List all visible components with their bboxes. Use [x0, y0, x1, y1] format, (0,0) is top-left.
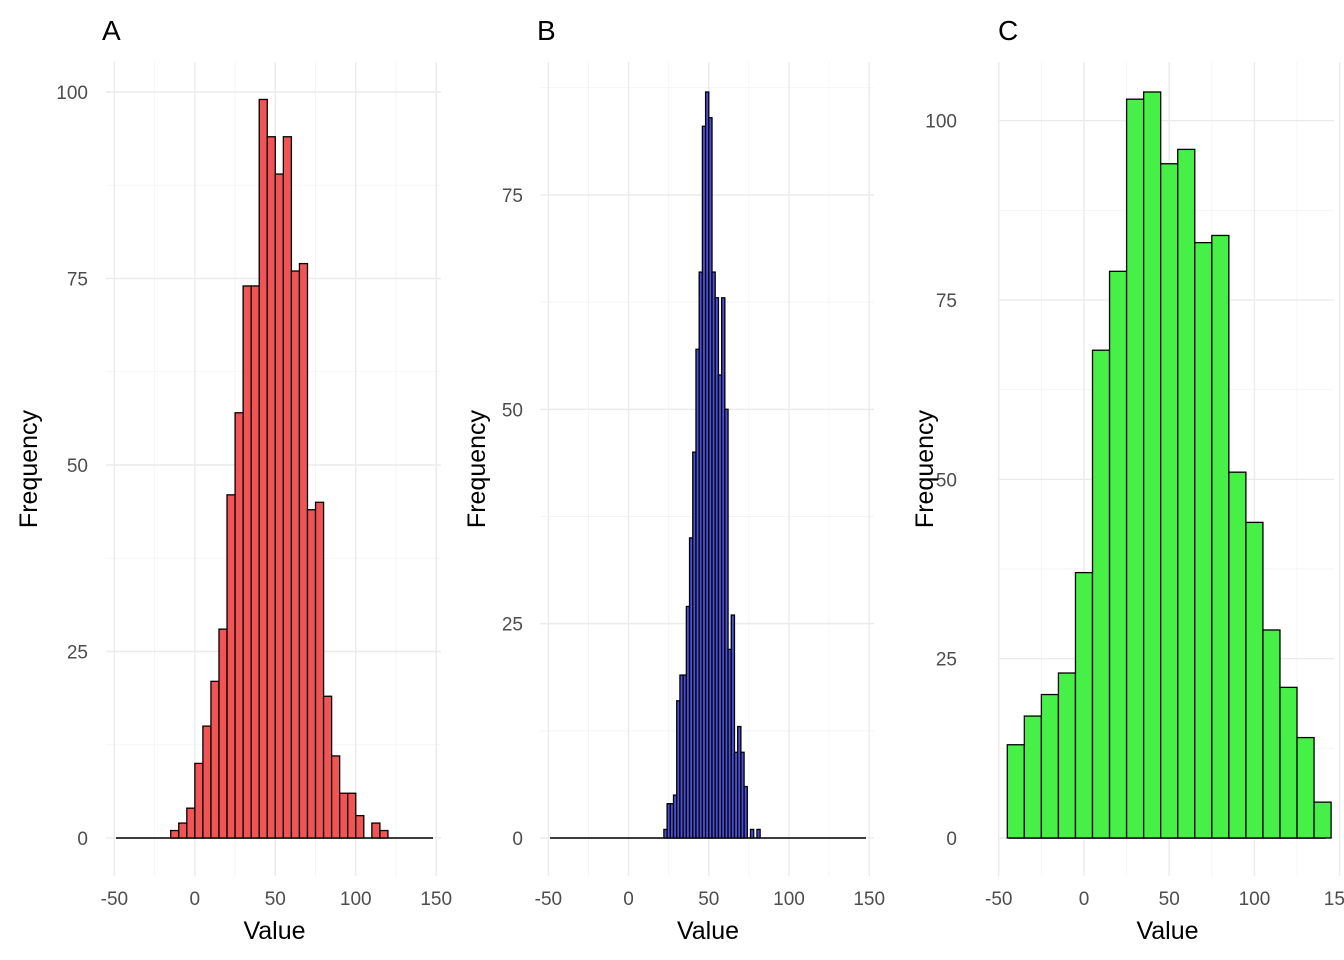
bars: [1006, 91, 1332, 839]
histogram-bar: [322, 695, 333, 839]
histogram-panel-c: -50 0 50 100 150 0 25 50 75 100 C Value Frequency: [911, 15, 1344, 945]
histogram-bar: [282, 136, 293, 839]
y-axis-title: Frequency: [463, 409, 491, 528]
histogram-bar: [1262, 629, 1281, 839]
histogram-bar: [314, 501, 325, 839]
histogram-bar: [218, 628, 228, 839]
panel-label: B: [537, 15, 556, 46]
histogram-bar: [298, 262, 309, 839]
histogram-bar: [1125, 98, 1145, 839]
histogram-bar: [371, 822, 381, 839]
histogram-bar: [1091, 349, 1111, 839]
histogram-bar: [1177, 148, 1196, 839]
histogram-bar: [226, 494, 236, 839]
histogram-bar: [1040, 693, 1060, 839]
panel-label: A: [102, 15, 121, 46]
histogram-bar: [242, 285, 252, 839]
histogram-bar: [1142, 91, 1162, 839]
histogram-bar: [724, 408, 729, 839]
x-tick-label: 100: [773, 889, 805, 910]
histogram-bar: [1006, 744, 1025, 839]
histogram-bar: [743, 785, 748, 839]
x-tick-label: -50: [101, 889, 128, 910]
histogram-bar: [266, 136, 276, 839]
histogram-bar: [1057, 672, 1077, 839]
histogram-bar: [1296, 736, 1315, 839]
histogram-bar: [1279, 686, 1298, 839]
y-tick-label: 75: [502, 186, 523, 207]
histogram-bar: [355, 814, 365, 839]
histogram-bar: [1160, 163, 1179, 839]
x-axis-title: Value: [1136, 917, 1198, 945]
histogram-bar: [194, 762, 204, 839]
histogram-bar: [178, 822, 188, 839]
x-tick-label: 100: [1239, 889, 1271, 910]
histogram-bar: [306, 509, 317, 839]
y-tick-label: 75: [936, 291, 957, 312]
x-tick-label: 150: [853, 889, 885, 910]
histogram-bar: [202, 725, 212, 839]
histogram-bar: [274, 173, 285, 839]
y-tick-label: 50: [936, 470, 957, 491]
panel-label: C: [998, 15, 1018, 46]
x-tick-label: -50: [985, 889, 1012, 910]
y-tick-label: 50: [502, 400, 523, 421]
x-tick-label: 150: [1324, 889, 1344, 910]
histogram-panel-a: -50 0 50 100 150 0 25 50 75 100 A Value Frequency: [15, 15, 452, 945]
x-tick-label: 0: [623, 889, 634, 910]
histogram-bar: [1194, 241, 1213, 839]
histogram-bar: [1108, 270, 1128, 839]
histogram-bar: [210, 680, 220, 839]
histogram-bar: [186, 807, 196, 839]
x-tick-label: 50: [1159, 889, 1180, 910]
x-axis-title: Value: [243, 917, 305, 945]
x-tick-label: 150: [420, 889, 452, 910]
histogram-bar: [1245, 521, 1264, 839]
x-tick-label: 0: [1079, 889, 1090, 910]
y-tick-label: 75: [67, 270, 88, 291]
histogram-bar: [1074, 571, 1094, 839]
y-tick-label: 25: [502, 615, 523, 636]
x-tick-label: -50: [535, 889, 562, 910]
histogram-bar: [234, 412, 244, 839]
y-tick-label: 100: [925, 112, 957, 133]
histogram-bar: [379, 829, 389, 839]
y-axis-title: Frequency: [911, 409, 939, 528]
y-tick-label: 25: [936, 650, 957, 671]
histogram-bar: [1023, 715, 1043, 839]
histogram-bar: [339, 792, 349, 839]
x-tick-label: 0: [190, 889, 201, 910]
histogram-bar: [250, 285, 260, 839]
histogram-bar: [347, 792, 357, 839]
histogram-bar: [749, 828, 755, 839]
x-tick-label: 50: [698, 889, 719, 910]
histogram-bar: [730, 614, 736, 839]
y-axis-title: Frequency: [15, 409, 43, 528]
histogram-bar: [1211, 234, 1230, 839]
histogram-bar: [330, 755, 341, 839]
y-tick-label: 100: [56, 83, 88, 104]
y-tick-label: 0: [512, 829, 523, 850]
bars: [116, 98, 433, 839]
histogram-bar: [170, 829, 180, 839]
histogram-bar: [290, 270, 301, 839]
x-tick-label: 100: [340, 889, 372, 910]
histogram-bar: [258, 98, 268, 839]
x-axis-title: Value: [677, 917, 739, 945]
histogram-bar: [1313, 801, 1332, 839]
histogram-bar: [1228, 471, 1247, 839]
y-tick-label: 0: [946, 829, 957, 850]
histogram-panel-b: -50 0 50 100 150 0 25 50 75 B Value Frequency: [463, 15, 885, 945]
bars: [550, 91, 866, 839]
histogram-bar: [756, 828, 761, 839]
y-tick-label: 50: [67, 456, 88, 477]
y-tick-label: 25: [67, 643, 88, 664]
x-tick-label: 50: [265, 889, 286, 910]
y-tick-label: 0: [77, 829, 88, 850]
